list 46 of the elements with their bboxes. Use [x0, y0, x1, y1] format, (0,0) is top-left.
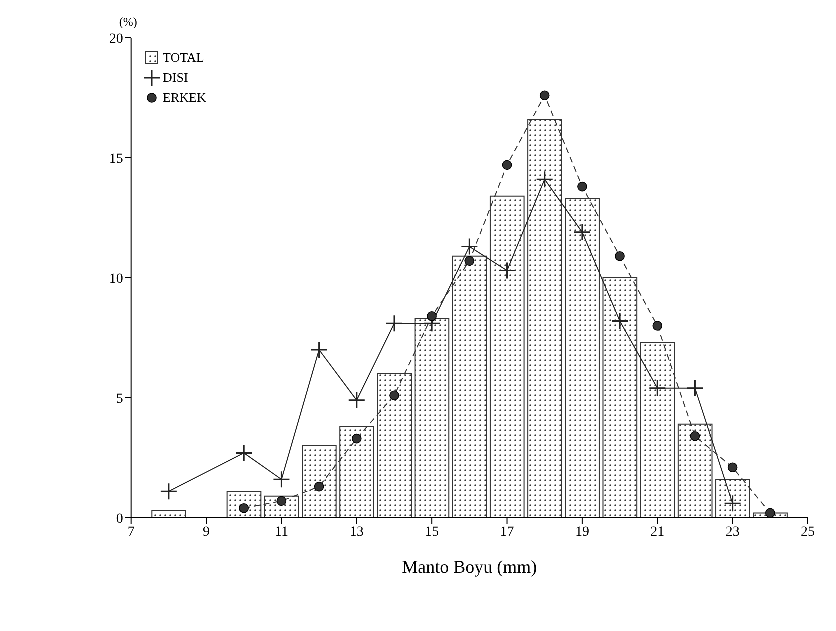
- point: [502, 160, 512, 170]
- point: [160, 482, 178, 500]
- y-tick-label: 15: [109, 152, 124, 167]
- point: [578, 182, 588, 192]
- x-tick-label: 19: [575, 524, 590, 540]
- point: [690, 432, 700, 442]
- point: [348, 392, 366, 410]
- x-tick-label: 9: [203, 524, 210, 540]
- point: [460, 238, 478, 256]
- point: [728, 462, 738, 472]
- point: [464, 256, 475, 266]
- point: [272, 470, 290, 488]
- point: [386, 314, 404, 332]
- point: [766, 508, 776, 518]
- x-tick-label: 21: [650, 524, 665, 540]
- point: [498, 262, 516, 280]
- point: [652, 321, 663, 331]
- legend-label: ERKEK: [163, 90, 206, 106]
- point: [615, 252, 625, 262]
- point: [352, 434, 362, 444]
- point: [427, 312, 437, 322]
- point: [574, 224, 592, 242]
- x-tick-label: 17: [500, 524, 514, 540]
- x-axis-title: Manto Boyu (mm): [402, 557, 538, 577]
- point: [648, 380, 666, 398]
- point: [314, 482, 324, 492]
- point: [540, 90, 550, 100]
- legend-label: DISI: [163, 70, 188, 86]
- y-axis-title: (%): [119, 15, 138, 29]
- point: [686, 380, 704, 398]
- x-tick-label: 23: [726, 524, 740, 540]
- point: [390, 390, 400, 400]
- point: [235, 444, 253, 462]
- x-tick-label: 7: [128, 524, 135, 540]
- point: [536, 170, 554, 188]
- y-tick-label: 0: [116, 512, 124, 527]
- x-tick-label: 11: [274, 524, 288, 540]
- y-tick-label: 20: [109, 32, 124, 47]
- point: [310, 341, 328, 359]
- y-tick-label: 10: [109, 272, 124, 287]
- legend-label: TOTAL: [163, 50, 204, 66]
- x-tick-label: 25: [801, 524, 815, 540]
- y-tick-label: 5: [116, 392, 124, 407]
- x-tick-label: 13: [350, 524, 364, 540]
- point: [611, 312, 629, 330]
- x-tick-label: 15: [425, 524, 440, 540]
